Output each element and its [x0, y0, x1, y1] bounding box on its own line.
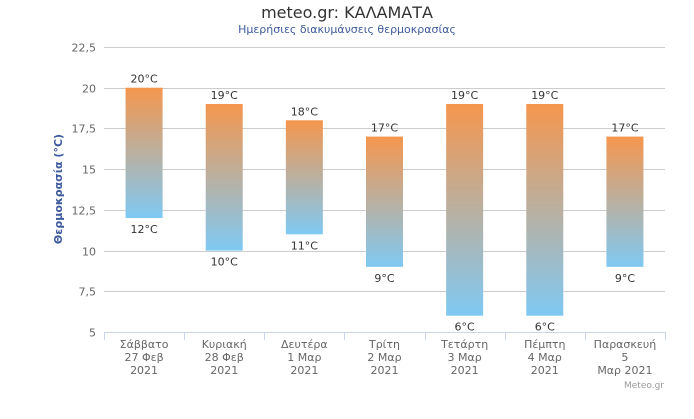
- x-tick-label: 2021: [130, 364, 158, 377]
- x-tick-label: Δευτέρα: [281, 338, 328, 351]
- x-tick-label: 2021: [531, 364, 559, 377]
- range-bar[interactable]: [446, 104, 484, 316]
- range-bar[interactable]: [366, 136, 403, 267]
- high-value-label: 17°C: [611, 122, 638, 135]
- x-tick-label: Τετάρτη: [440, 338, 488, 351]
- low-value-label: 10°C: [211, 256, 238, 269]
- high-value-label: 17°C: [371, 122, 398, 135]
- y-tick-label: 17,5: [72, 123, 97, 136]
- x-tick-label: Σάββατο: [120, 338, 169, 351]
- chart-title: meteo.gr: ΚΑΛΑΜΑΤΑ: [261, 3, 433, 22]
- low-value-label: 9°C: [615, 272, 635, 285]
- x-tick-label: 2021: [290, 364, 318, 377]
- high-value-label: 19°C: [211, 89, 238, 102]
- range-bar[interactable]: [205, 104, 243, 251]
- low-value-label: 6°C: [455, 321, 475, 334]
- y-tick-label: 7,5: [79, 286, 97, 299]
- y-tick-label: 22,5: [72, 42, 97, 55]
- data-labels: 20°C 12°C 19°C 10°C 18°C 11°C 17°C 9°C 19°C 6°C 19…: [130, 73, 638, 334]
- range-bar[interactable]: [526, 104, 564, 316]
- high-value-label: 20°C: [130, 73, 157, 86]
- x-tick-label: 27 Φεβ: [125, 351, 164, 364]
- x-tick-label: 4 Μαρ: [528, 351, 562, 364]
- x-tick-label: 2 Μαρ: [367, 351, 401, 364]
- y-tick-label: 12,5: [72, 205, 97, 218]
- high-value-label: 19°C: [451, 89, 478, 102]
- y-tick-label: 5: [89, 327, 96, 340]
- high-value-label: 18°C: [291, 105, 318, 118]
- x-tick-label: Κυριακή: [202, 338, 247, 351]
- x-tick-label: 5: [621, 351, 628, 364]
- low-value-label: 11°C: [291, 239, 318, 252]
- range-bar[interactable]: [606, 136, 644, 267]
- x-tick-label: 3 Μαρ: [448, 351, 482, 364]
- chart-subtitle: Ημερήσιες διακυμάνσεις θερμοκρασίας: [238, 23, 456, 36]
- high-value-label: 19°C: [531, 89, 558, 102]
- low-value-label: 6°C: [535, 321, 555, 334]
- x-tick-label: Παρασκευή: [594, 338, 657, 351]
- x-tick-label: Τρίτη: [368, 338, 400, 351]
- range-bar[interactable]: [125, 87, 163, 218]
- low-value-label: 9°C: [374, 272, 394, 285]
- y-tick-label: 10: [82, 246, 96, 259]
- chart-credit: Meteo.gr: [624, 381, 664, 391]
- range-bar[interactable]: [285, 120, 323, 235]
- x-tick-label: 28 Φεβ: [205, 351, 244, 364]
- x-tick-label: 2021: [451, 364, 479, 377]
- y-tick-label: 15: [82, 164, 96, 177]
- x-tick-label: Μαρ 2021: [597, 364, 652, 377]
- x-tick-label: 2021: [210, 364, 238, 377]
- y-axis-label: Θερμοκρασία (°C): [52, 134, 65, 244]
- x-tick-label: Πέμπτη: [524, 338, 565, 351]
- low-value-label: 12°C: [130, 223, 157, 236]
- range-bars: [125, 87, 644, 316]
- y-tick-label: 20: [82, 83, 96, 96]
- x-tick-label: 1 Μαρ: [287, 351, 321, 364]
- y-axis-ticks: 5 7,5 10 12,5 15 17,5 20 22,5: [72, 42, 97, 340]
- x-tick-label: 2021: [371, 364, 399, 377]
